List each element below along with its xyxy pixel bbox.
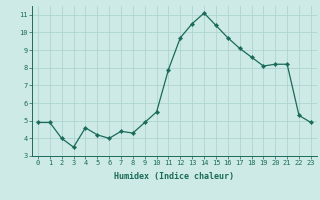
- X-axis label: Humidex (Indice chaleur): Humidex (Indice chaleur): [115, 172, 234, 181]
